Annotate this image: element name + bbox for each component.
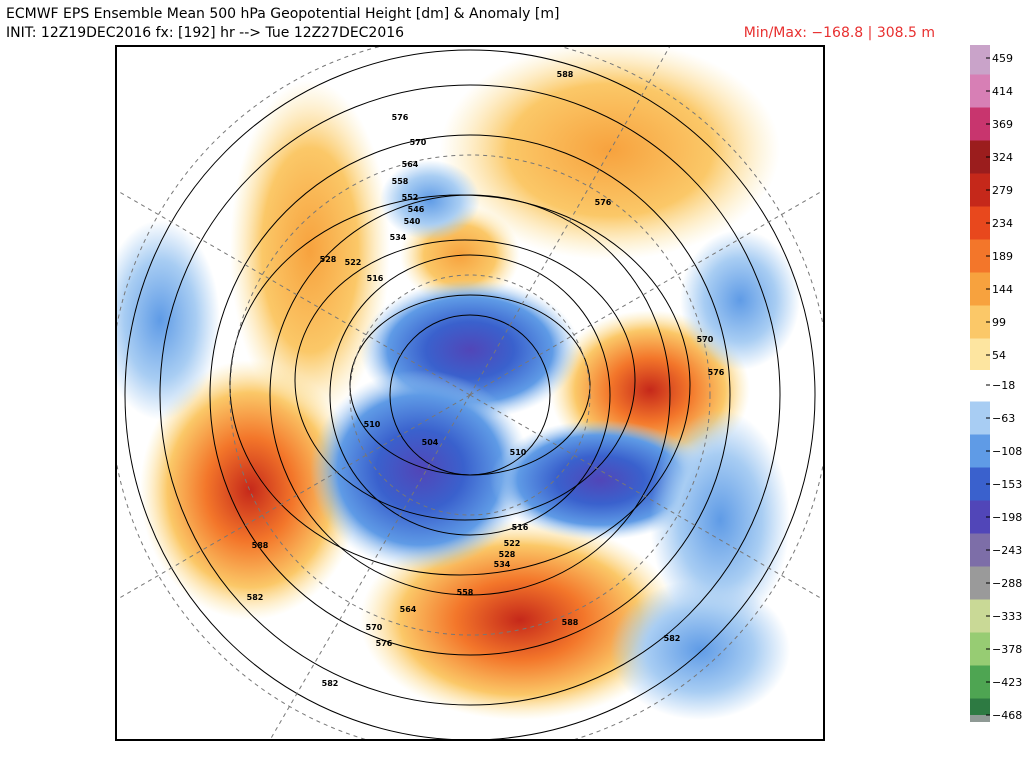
- contour-label: 576: [708, 368, 725, 377]
- colorbar-label: 54: [992, 349, 1006, 362]
- colorbar-swatch: [970, 665, 990, 699]
- map-frame: [115, 45, 825, 741]
- colorbar-swatch: [970, 107, 990, 141]
- contour-label: 588: [252, 541, 269, 550]
- colorbar-swatch: [970, 370, 990, 402]
- colorbar-label: −108: [992, 445, 1022, 458]
- colorbar-swatch: [970, 434, 990, 468]
- contour-label: 588: [557, 70, 574, 79]
- colorbar-label: −468: [992, 709, 1022, 722]
- colorbar-label: 189: [992, 250, 1013, 263]
- contour-label: 504: [422, 438, 439, 447]
- colorbar-swatch: [970, 715, 990, 722]
- contour-label: 528: [499, 550, 516, 559]
- init-line: INIT: 12Z19DEC2016 fx: [192] hr --> Tue …: [6, 25, 404, 41]
- colorbar-label: −153: [992, 478, 1022, 491]
- contour-label: 576: [392, 113, 409, 122]
- colorbar-swatch: [970, 173, 990, 207]
- colorbar-swatch: [970, 239, 990, 273]
- colorbar-swatch: [970, 467, 990, 501]
- colorbar-swatch: [970, 45, 990, 75]
- colorbar-label: 144: [992, 283, 1013, 296]
- contour-label: 576: [595, 198, 612, 207]
- colorbar-label: −198: [992, 511, 1022, 524]
- contour-label: 522: [504, 539, 521, 548]
- colorbar-swatch: [970, 533, 990, 567]
- colorbar-swatch: [970, 599, 990, 633]
- colorbar-label: −333: [992, 610, 1022, 623]
- colorbar-swatch: [970, 632, 990, 666]
- colorbar-swatch: [970, 698, 990, 715]
- title: ECMWF EPS Ensemble Mean 500 hPa Geopoten…: [6, 6, 559, 22]
- contour-label: 588: [562, 618, 579, 627]
- colorbar-label: 234: [992, 217, 1013, 230]
- colorbar-label: −18: [992, 379, 1015, 392]
- contour-label: 510: [364, 420, 381, 429]
- contour-label: 558: [457, 588, 474, 597]
- colorbar-label: 459: [992, 52, 1013, 65]
- colorbar-label: 324: [992, 151, 1013, 164]
- colorbar-label: 414: [992, 85, 1013, 98]
- colorbar-label: 369: [992, 118, 1013, 131]
- colorbar-swatch: [970, 206, 990, 240]
- contour-label: 564: [402, 160, 419, 169]
- contour-label: 558: [392, 177, 409, 186]
- contour-label: 534: [494, 560, 511, 569]
- colorbar-label: −378: [992, 643, 1022, 656]
- colorbar-label: −63: [992, 412, 1015, 425]
- contour-label: 570: [697, 335, 714, 344]
- contour-label: 552: [402, 193, 419, 202]
- colorbar-swatch: [970, 272, 990, 306]
- colorbar-label: −243: [992, 544, 1022, 557]
- contour-label: 582: [247, 593, 264, 602]
- colorbar-swatch: [970, 401, 990, 435]
- colorbar-swatch: [970, 74, 990, 108]
- contour-label: 576: [376, 639, 393, 648]
- colorbar-label: −423: [992, 676, 1022, 689]
- min-max: Min/Max: −168.8 | 308.5 m: [744, 25, 935, 41]
- contour-label: 510: [510, 448, 527, 457]
- colorbar-swatch: [970, 566, 990, 600]
- contour-label: 582: [664, 634, 681, 643]
- colorbar-swatch: [970, 338, 990, 370]
- colorbar-swatch: [970, 140, 990, 174]
- colorbar-swatch: [970, 500, 990, 534]
- colorbar-label: 99: [992, 316, 1006, 329]
- map: [116, 46, 824, 740]
- contour-label: 516: [512, 523, 529, 532]
- contour-label: 570: [410, 138, 427, 147]
- contour-label: 540: [404, 217, 421, 226]
- colorbar-label: 279: [992, 184, 1013, 197]
- contour-label: 528: [320, 255, 337, 264]
- contour-label: 516: [367, 274, 384, 283]
- colorbar-label: −288: [992, 577, 1022, 590]
- contour-label: 534: [390, 233, 407, 242]
- contour-label: 522: [345, 258, 362, 267]
- colorbar-swatch: [970, 305, 990, 339]
- contour-label: 570: [366, 623, 383, 632]
- contour-label: 582: [322, 679, 339, 688]
- contour-label: 564: [400, 605, 417, 614]
- contour-label: 546: [408, 205, 425, 214]
